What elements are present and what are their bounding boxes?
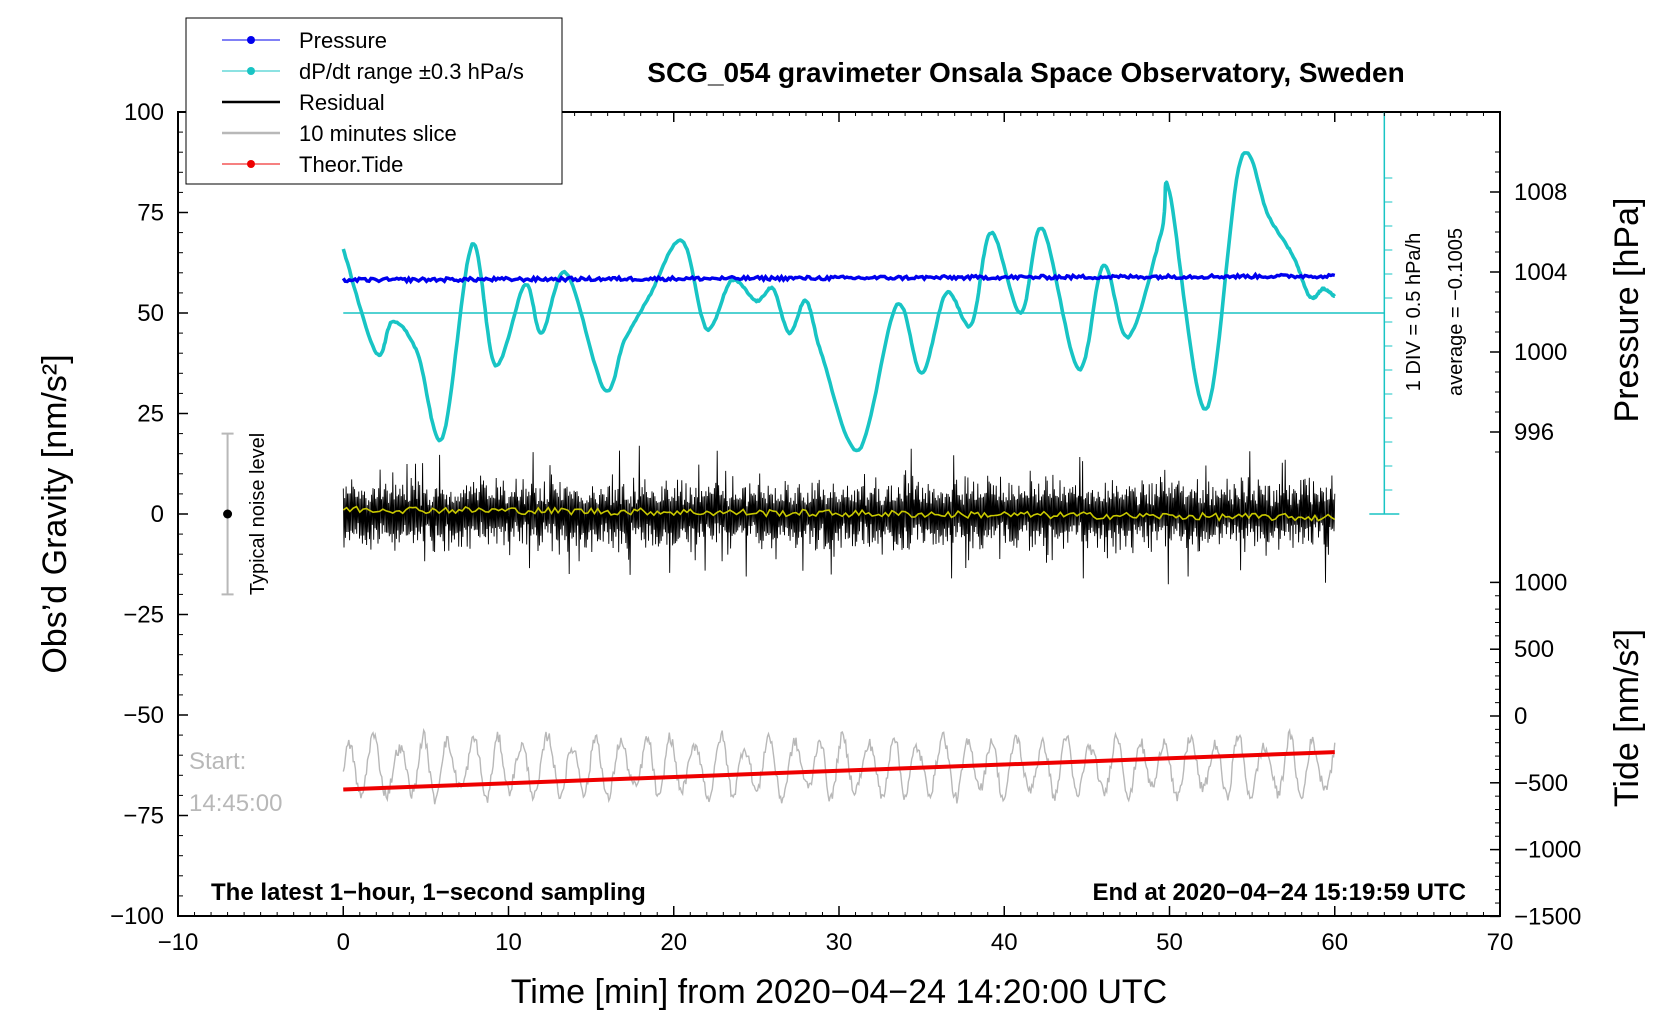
y-axis-left: 100 75 50 25 0 −25 −50 −75 −100 (110, 99, 188, 930)
residual-smoothed-line (342, 505, 1336, 522)
tide-tick-label: 500 (1514, 636, 1554, 663)
pressure-tick-label: 1008 (1514, 179, 1567, 206)
y-tick-label: −50 (123, 702, 164, 729)
x-tick-label: 20 (660, 929, 687, 956)
y-axis-left-title: Obs’d Gravity [nm/s²] (36, 354, 74, 673)
x-tick-label: 40 (991, 929, 1018, 956)
legend-label-0: Pressure (299, 28, 387, 53)
y-tick-label: 0 (151, 501, 164, 528)
noise-level-label: Typical noise level (247, 433, 269, 595)
y-tick-label: 25 (137, 401, 164, 428)
legend-marker-0 (247, 36, 255, 44)
y-tick-label: −100 (110, 903, 164, 930)
legend-label-2: Residual (299, 90, 385, 115)
y-axis-tide: 1000 500 0 −500 −1000 −1500 (1490, 569, 1581, 930)
x-tick-label: 60 (1321, 929, 1348, 956)
x-tick-label: 70 (1487, 929, 1514, 956)
end-time-note: End at 2020−04−24 15:19:59 UTC (1092, 879, 1466, 906)
residual-line (342, 445, 1336, 585)
dpdt-series (341, 151, 1337, 453)
y-axis-pressure: 1008 1004 1000 996 (1490, 151, 1567, 453)
tide-tick-label: −1500 (1514, 903, 1581, 930)
tide-tick-label: −1000 (1514, 837, 1581, 864)
x-tick-label: 30 (826, 929, 853, 956)
y-axis-pressure-title: Pressure [hPa] (1608, 198, 1646, 423)
x-axis-title: Time [min] from 2020−04−24 14:20:00 UTC (511, 973, 1167, 1011)
tide-tick-label: 1000 (1514, 569, 1567, 596)
x-tick-label: 10 (495, 929, 522, 956)
chart-title: SCG_054 gravimeter Onsala Space Observat… (647, 57, 1404, 88)
residual-series (342, 445, 1336, 585)
legend-label-1: dP/dt range ±0.3 hPa/s (299, 59, 524, 84)
legend: Pressure dP/dt range ±0.3 hPa/s Residual 10… (185, 17, 563, 185)
x-tick-label: 0 (337, 929, 350, 956)
legend-label-4: Theor.Tide (299, 152, 403, 177)
pressure-tick-label: 1000 (1514, 339, 1567, 366)
pressure-series (341, 271, 1336, 285)
legend-marker-1 (247, 67, 255, 75)
start-label: Start: (189, 748, 246, 775)
x-tick-label: 50 (1156, 929, 1183, 956)
tide-series (343, 750, 1335, 792)
dpdt-average-label: average = −0.1005 (1445, 228, 1467, 396)
start-time: 14:45:00 (189, 790, 282, 817)
dpdt-div-label: 1 DIV = 0.5 hPa/h (1403, 233, 1425, 391)
tide-tick-label: −500 (1514, 770, 1568, 797)
y-tick-label: −75 (123, 803, 164, 830)
legend-label-3: 10 minutes slice (299, 121, 457, 146)
tide-line (343, 750, 1335, 792)
noise-bar (221, 432, 234, 596)
legend-marker-4 (247, 160, 255, 168)
pressure-tick-label: 996 (1514, 419, 1554, 446)
y-tick-label: −25 (123, 602, 164, 629)
dpdt-scale-bar (1369, 112, 1400, 515)
x-tick-label: −10 (158, 929, 199, 956)
y-tick-label: 75 (137, 200, 164, 227)
x-axis: −10 0 10 20 30 40 50 60 70 (158, 112, 1514, 956)
pressure-tick-label: 1004 (1514, 259, 1567, 286)
latest-sampling-note: The latest 1−hour, 1−second sampling (211, 879, 646, 906)
noise-bar-center-dot (223, 509, 233, 519)
slice-line (342, 727, 1336, 805)
y-tick-label: 50 (137, 300, 164, 327)
y-tick-label: 100 (124, 99, 164, 126)
y-axis-tide-title: Tide [nm/s²] (1608, 629, 1646, 807)
dpdt-line (341, 151, 1337, 453)
ten-minute-slice-series (342, 727, 1336, 805)
tide-tick-label: 0 (1514, 703, 1527, 730)
pressure-line (341, 271, 1336, 285)
